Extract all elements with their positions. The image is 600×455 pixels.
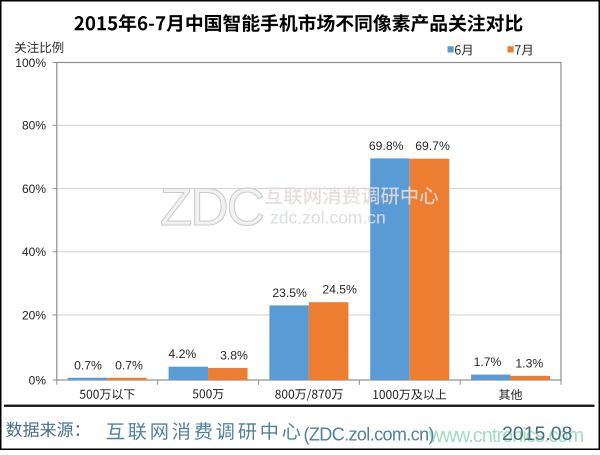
svg-text:60%: 60% xyxy=(22,182,46,196)
svg-text:(ZDC.zol.com.cn): (ZDC.zol.com.cn) xyxy=(304,425,434,445)
svg-text:4.2%: 4.2% xyxy=(168,347,196,361)
svg-text:www.cntronics.com: www.cntronics.com xyxy=(428,425,583,447)
svg-text:3.8%: 3.8% xyxy=(220,348,248,362)
svg-text:1.3%: 1.3% xyxy=(515,356,543,370)
svg-text:80%: 80% xyxy=(22,119,46,133)
svg-text:1.7%: 1.7% xyxy=(474,355,502,369)
svg-text:2015.08: 2015.08 xyxy=(502,423,573,445)
svg-text:0.7%: 0.7% xyxy=(115,358,143,372)
svg-text:ZDC: ZDC xyxy=(160,178,264,237)
svg-text:24.5%: 24.5% xyxy=(322,283,357,297)
svg-text:23.5%: 23.5% xyxy=(272,286,307,300)
svg-text:100%: 100% xyxy=(15,56,46,70)
svg-text:69.7%: 69.7% xyxy=(415,139,450,153)
svg-text:20%: 20% xyxy=(22,308,46,322)
svg-text:zdc.zol.com.cn: zdc.zol.com.cn xyxy=(270,208,386,228)
svg-text:40%: 40% xyxy=(22,245,46,259)
svg-text:0.7%: 0.7% xyxy=(74,358,102,372)
svg-text:0%: 0% xyxy=(29,373,47,387)
svg-text:69.8%: 69.8% xyxy=(369,139,404,153)
